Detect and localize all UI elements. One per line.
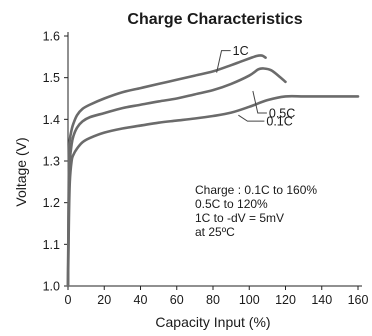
series-label-0-1C: 0.1C: [266, 115, 292, 129]
y-tick-label: 1.6: [43, 30, 60, 44]
note-line-1: Charge : 0.1C to 160%: [195, 183, 317, 197]
y-tick-label: 1.2: [43, 196, 60, 210]
x-axis-ticks: 0 20 40 60 80 100 120 140 160: [65, 286, 369, 307]
chart-title: Charge Characteristics: [127, 11, 302, 28]
x-tick-label: 0: [65, 293, 72, 307]
x-tick-label: 80: [206, 293, 220, 307]
callout-leader-1C: [216, 50, 231, 73]
note-line-4: at 25ºC: [195, 225, 235, 239]
series-label-1C: 1C: [233, 44, 249, 58]
note-line-2: 0.5C to 120%: [195, 197, 268, 211]
x-tick-label: 140: [311, 293, 332, 307]
callout-leader-0-1C: [238, 114, 265, 122]
y-axis-ticks: 1.0 1.1 1.2 1.3 1.4 1.5 1.6: [43, 30, 68, 294]
y-tick-label: 1.5: [43, 71, 60, 85]
x-tick-label: 60: [170, 293, 184, 307]
y-tick-label: 1.4: [43, 113, 60, 127]
y-tick-label: 1.1: [43, 238, 60, 252]
note-line-3: 1C to -dV = 5mV: [195, 211, 284, 225]
series-line-0-5C: [66, 67, 287, 288]
x-tick-label: 40: [134, 293, 148, 307]
charge-conditions-note: Charge : 0.1C to 160% 0.5C to 120% 1C to…: [195, 183, 317, 239]
series-label-0-5C: 0.5C: [269, 107, 295, 121]
series-line-1C: [66, 54, 267, 288]
series-line-0-1C: [66, 94, 360, 288]
x-tick-label: 100: [239, 293, 260, 307]
x-tick-label: 20: [97, 293, 111, 307]
y-tick-label: 1.0: [43, 280, 60, 294]
y-tick-label: 1.3: [43, 155, 60, 169]
x-tick-label: 160: [348, 293, 369, 307]
y-axis-label: Voltage (V): [13, 137, 29, 206]
series-lines: [66, 54, 360, 288]
x-axis-label: Capacity Input (%): [155, 314, 270, 330]
series-callouts: 1C 0.5C0.1C: [216, 44, 295, 129]
x-tick-label: 120: [275, 293, 296, 307]
callout-leader-0-5C: [252, 90, 267, 114]
